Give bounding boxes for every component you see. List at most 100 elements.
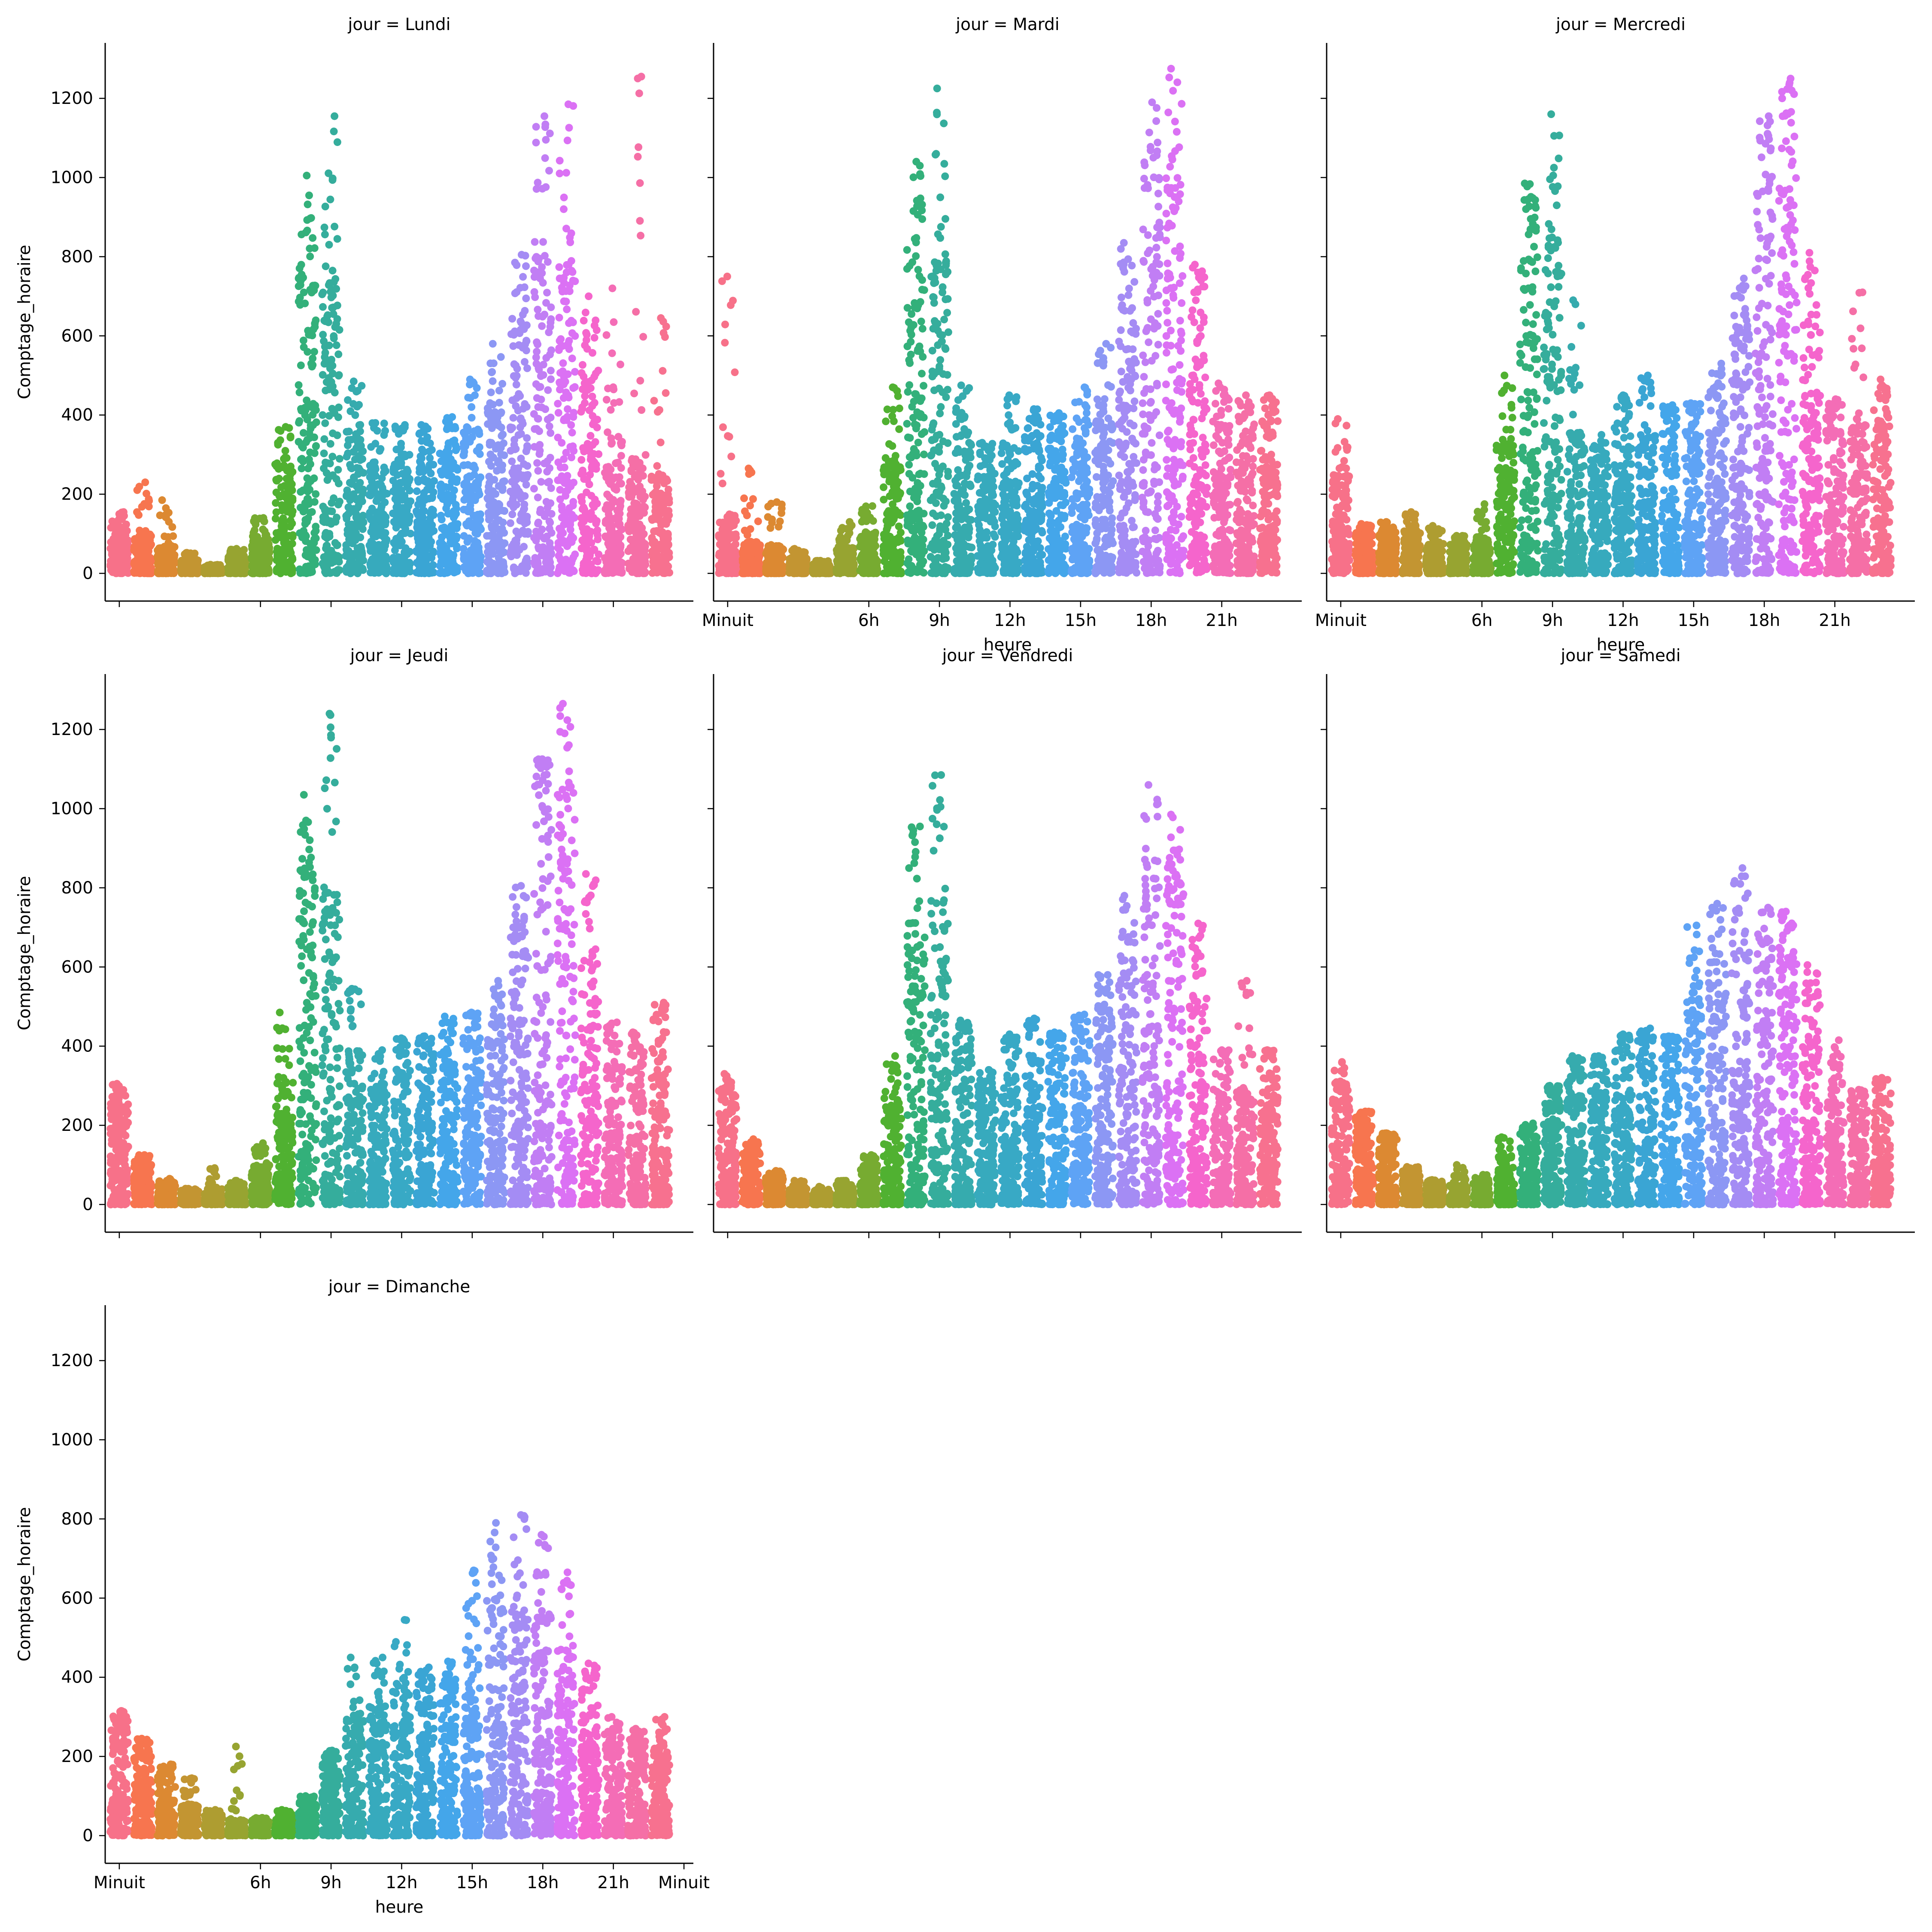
data-point xyxy=(321,349,329,357)
data-point xyxy=(608,349,616,357)
data-point xyxy=(332,341,340,349)
data-point xyxy=(564,405,572,413)
data-point xyxy=(419,561,427,569)
data-point xyxy=(835,535,843,544)
data-point xyxy=(124,569,132,577)
data-point xyxy=(510,360,518,368)
data-point xyxy=(240,561,248,569)
data-point xyxy=(306,331,314,339)
data-point xyxy=(304,200,312,209)
data-point xyxy=(328,174,337,182)
data-point xyxy=(368,558,376,566)
data-point xyxy=(335,553,343,561)
data-point xyxy=(546,129,554,137)
data-point xyxy=(535,450,544,458)
data-point xyxy=(303,416,311,424)
data-point xyxy=(331,568,338,576)
data-point xyxy=(325,341,333,349)
data-point xyxy=(255,549,263,557)
data-point xyxy=(367,443,375,451)
data-point xyxy=(311,323,319,331)
strip-hour-19 xyxy=(553,100,579,577)
data-point xyxy=(322,459,329,467)
data-point xyxy=(793,569,801,577)
data-point xyxy=(259,525,267,533)
x-tick-label: 15h xyxy=(1065,611,1097,630)
data-point xyxy=(368,474,376,483)
data-point xyxy=(146,542,154,550)
data-point xyxy=(439,467,447,475)
data-point xyxy=(325,532,334,541)
data-point xyxy=(740,494,748,502)
data-point xyxy=(108,517,116,526)
data-point xyxy=(334,501,342,509)
data-point xyxy=(415,568,423,575)
data-point xyxy=(536,383,544,391)
data-point xyxy=(534,493,542,501)
data-point xyxy=(731,368,739,377)
strip-hour-4 xyxy=(809,557,835,577)
data-point xyxy=(625,525,633,533)
data-point xyxy=(483,548,492,556)
data-point xyxy=(558,560,566,568)
data-point xyxy=(333,235,341,243)
data-point xyxy=(476,450,484,458)
data-point xyxy=(306,244,314,252)
data-point xyxy=(453,544,461,553)
data-point xyxy=(440,552,448,559)
data-point-max xyxy=(183,549,191,557)
data-point xyxy=(653,462,661,470)
strip-hour-5 xyxy=(832,518,858,577)
data-point xyxy=(334,350,343,358)
data-point xyxy=(373,427,381,435)
data-point xyxy=(353,544,361,552)
x-tick-label: 6h xyxy=(858,611,880,630)
data-point xyxy=(325,241,333,249)
data-point xyxy=(494,441,502,449)
data-point xyxy=(395,506,403,514)
data-point xyxy=(560,205,568,213)
data-point xyxy=(488,368,496,377)
data-point xyxy=(305,500,313,508)
data-point xyxy=(542,136,550,144)
y-tick-label: 600 xyxy=(61,326,93,346)
data-point xyxy=(535,519,542,526)
data-point xyxy=(402,548,410,556)
data-point xyxy=(413,548,421,556)
data-point xyxy=(328,499,336,507)
data-point xyxy=(539,543,547,551)
data-point xyxy=(333,431,341,439)
data-point xyxy=(744,541,752,549)
data-point xyxy=(328,453,337,461)
data-point xyxy=(837,568,844,576)
data-point xyxy=(565,345,573,353)
data-point xyxy=(450,513,458,522)
data-point xyxy=(579,466,586,474)
data-point xyxy=(717,470,725,478)
data-point xyxy=(332,320,340,328)
data-point xyxy=(262,558,270,566)
y-tick-label: 1000 xyxy=(51,168,93,187)
data-point xyxy=(571,383,579,391)
data-point xyxy=(583,345,591,353)
data-point xyxy=(769,552,777,560)
data-point xyxy=(508,424,516,432)
data-point xyxy=(556,170,564,177)
data-point xyxy=(297,361,305,369)
data-point xyxy=(592,461,600,469)
data-point xyxy=(484,408,492,416)
data-point xyxy=(437,569,445,577)
data-point-max xyxy=(141,478,149,486)
strip-hour-1 xyxy=(738,465,764,577)
data-point xyxy=(571,368,579,376)
data-point xyxy=(547,375,555,383)
data-point xyxy=(191,550,199,558)
data-point xyxy=(569,442,577,450)
data-point xyxy=(276,464,284,472)
data-point xyxy=(569,501,577,510)
data-point xyxy=(766,524,775,532)
data-point xyxy=(404,560,413,568)
data-point xyxy=(741,507,749,515)
data-point xyxy=(303,474,311,482)
